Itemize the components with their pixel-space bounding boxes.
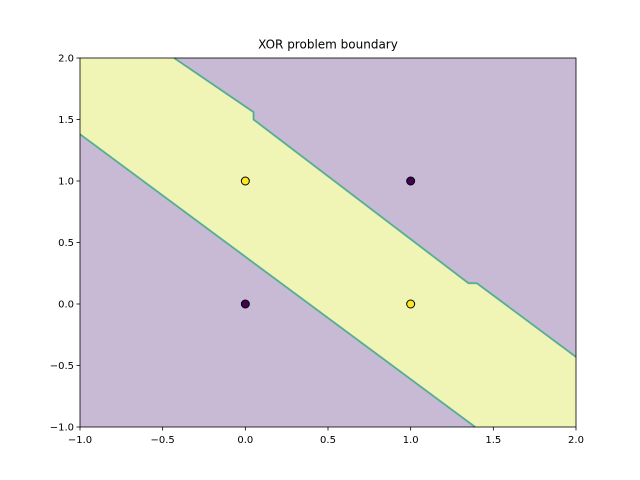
y-tick-label: 1.0: [58, 177, 74, 188]
x-tick-label: 2.0: [568, 435, 584, 446]
x-tick-label: 1.5: [485, 435, 501, 446]
data-point-2: [406, 299, 416, 309]
y-tick-label: 0.0: [58, 300, 74, 311]
data-point-1: [240, 176, 250, 186]
y-tick-label: 2.0: [58, 54, 74, 65]
y-tick-label: −0.5: [50, 361, 74, 372]
region-class-1: [80, 58, 576, 427]
x-tick-label: −0.5: [151, 435, 175, 446]
x-tick-label: −1.0: [68, 435, 92, 446]
y-tick-label: 0.5: [58, 238, 74, 249]
x-tick-label: 0.5: [320, 435, 336, 446]
x-tick-label: 1.0: [403, 435, 419, 446]
data-point-0: [240, 299, 250, 309]
upper-boundary-line: [173, 57, 577, 358]
plot-area: [79, 57, 577, 428]
y-tick-label: 1.5: [58, 115, 74, 126]
x-axis: −1.0 −0.5 0.0 0.5 1.0 1.5 2.0: [68, 427, 584, 446]
lower-boundary-line: [79, 133, 476, 428]
y-axis: −1.0 −0.5 0.0 0.5 1.0 1.5 2.0: [50, 54, 80, 434]
x-tick-label: 0.0: [237, 435, 253, 446]
data-point-3: [406, 176, 416, 186]
y-tick-label: −1.0: [50, 423, 74, 434]
chart-title: XOR problem boundary: [258, 38, 398, 52]
